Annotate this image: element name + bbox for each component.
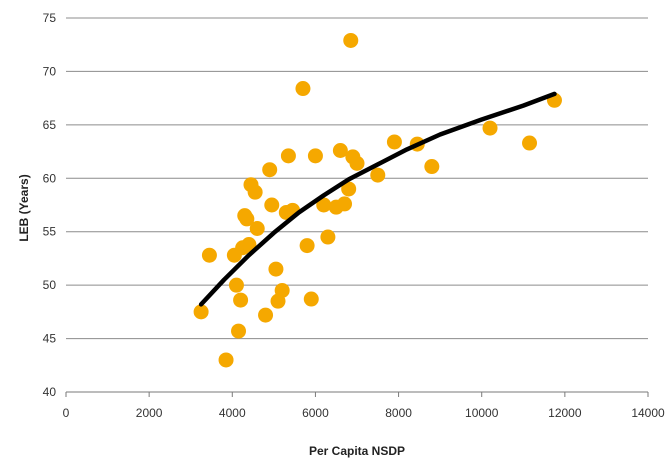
data-point-6 (231, 323, 247, 339)
data-point-16 (262, 162, 278, 178)
data-points (193, 32, 562, 368)
x-tick-label-0: 0 (63, 406, 70, 420)
y-tick-label-75: 75 (43, 11, 57, 25)
y-tick-label-60: 60 (43, 171, 57, 185)
data-point-31 (332, 143, 348, 159)
data-point-7 (233, 292, 249, 308)
data-point-41 (482, 120, 498, 136)
data-point-11 (241, 237, 257, 253)
gridlines (66, 17, 648, 340)
y-axis-title: LEB (Years) (17, 174, 31, 241)
axes (65, 391, 649, 397)
data-point-25 (299, 238, 315, 254)
y-tick-label-45: 45 (43, 332, 57, 346)
data-point-22 (280, 148, 296, 164)
data-point-3 (218, 352, 234, 368)
x-tick-label-10000: 10000 (465, 406, 499, 420)
data-point-20 (274, 282, 290, 298)
data-point-5 (228, 277, 244, 293)
trend-line-group (198, 91, 557, 307)
data-point-42 (522, 135, 538, 151)
data-point-10 (239, 211, 255, 227)
data-point-28 (316, 197, 332, 213)
data-point-40 (424, 159, 440, 175)
data-point-18 (268, 261, 284, 277)
y-tick-label-70: 70 (43, 64, 57, 78)
y-tick-label-55: 55 (43, 225, 57, 239)
x-tick-label-4000: 4000 (219, 406, 246, 420)
data-point-33 (341, 181, 357, 197)
x-axis-title: Per Capita NSDP (309, 444, 405, 458)
data-point-26 (303, 291, 319, 307)
data-point-36 (349, 155, 365, 171)
y-tick-label-65: 65 (43, 118, 57, 132)
x-tick-label-14000: 14000 (631, 406, 665, 420)
data-point-32 (337, 196, 353, 212)
data-point-29 (320, 229, 336, 245)
x-tick-label-12000: 12000 (548, 406, 582, 420)
data-point-17 (264, 197, 280, 213)
data-point-34 (343, 32, 359, 48)
x-tick-label-8000: 8000 (385, 406, 412, 420)
tick-labels: 40 45 50 55 60 65 70 75 0 2000 4000 6000 8000 10000 12… (43, 11, 665, 420)
x-tick-label-6000: 6000 (302, 406, 329, 420)
trend-line (198, 91, 557, 307)
data-point-38 (386, 134, 402, 150)
y-tick-label-40: 40 (43, 385, 57, 399)
data-point-37 (370, 167, 386, 183)
y-tick-label-50: 50 (43, 278, 57, 292)
data-point-14 (249, 221, 265, 237)
data-point-27 (307, 148, 323, 164)
x-tick-label-2000: 2000 (136, 406, 163, 420)
data-point-24 (295, 81, 311, 97)
data-point-1 (193, 304, 209, 320)
data-point-2 (201, 247, 217, 263)
data-point-15 (258, 307, 274, 323)
data-point-13 (247, 184, 263, 200)
